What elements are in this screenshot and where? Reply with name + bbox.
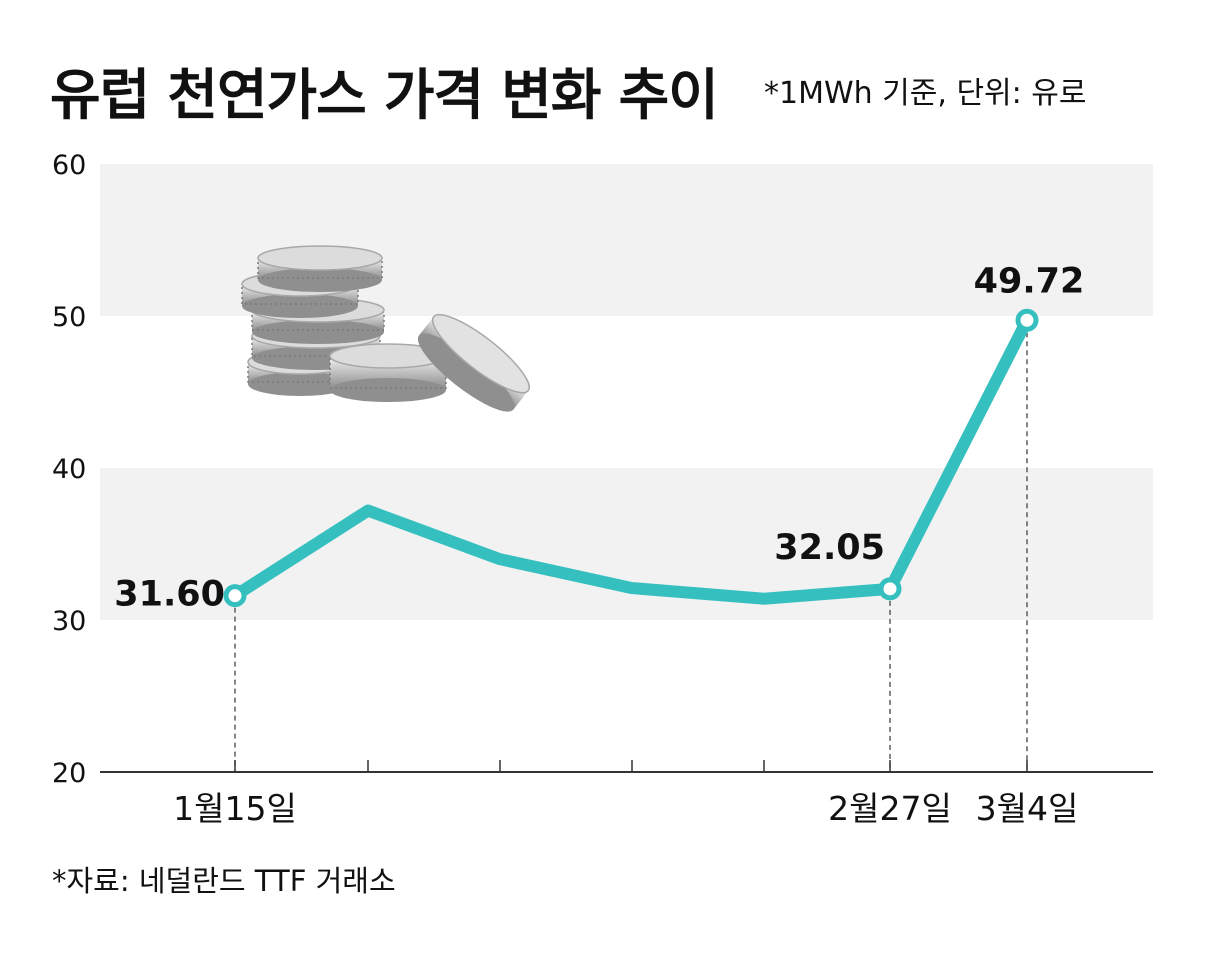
data-label: 31.60 [114, 575, 225, 615]
data-labels: 31.60 32.05 49.72 [114, 261, 1084, 614]
data-label: 49.72 [974, 261, 1085, 301]
x-axis [100, 760, 1153, 773]
data-point [1015, 308, 1039, 332]
x-tick-label: 1월15일 [173, 789, 297, 828]
coin [257, 245, 383, 292]
band-1 [100, 468, 1153, 620]
y-tick-label: 30 [52, 606, 86, 637]
data-point [223, 584, 247, 608]
y-tick-label: 20 [52, 758, 86, 789]
x-axis-ticks: 1월15일 2월27일 3월4일 [173, 789, 1078, 828]
data-points [223, 308, 1039, 608]
source-note: *자료: 네덜란드 TTF 거래소 [52, 864, 396, 898]
y-tick-label: 40 [52, 454, 86, 485]
chart-title: 유럽 천연가스 가격 변화 추이 [50, 63, 719, 127]
unit-note: *1MWh 기준, 단위: 유로 [764, 76, 1087, 111]
coin-tilted [417, 313, 530, 412]
y-tick-label: 50 [52, 302, 86, 333]
x-tick-label: 2월27일 [828, 789, 952, 828]
y-axis-ticks: 20 30 40 50 60 [52, 150, 86, 789]
guide-lines [234, 332, 1028, 772]
data-point [878, 577, 902, 601]
coin-stack-image [241, 245, 530, 412]
data-label: 32.05 [774, 528, 885, 568]
coin [329, 343, 447, 402]
x-tick-label: 3월4일 [976, 789, 1079, 828]
y-tick-label: 60 [52, 150, 86, 181]
background-bands [100, 164, 1153, 620]
